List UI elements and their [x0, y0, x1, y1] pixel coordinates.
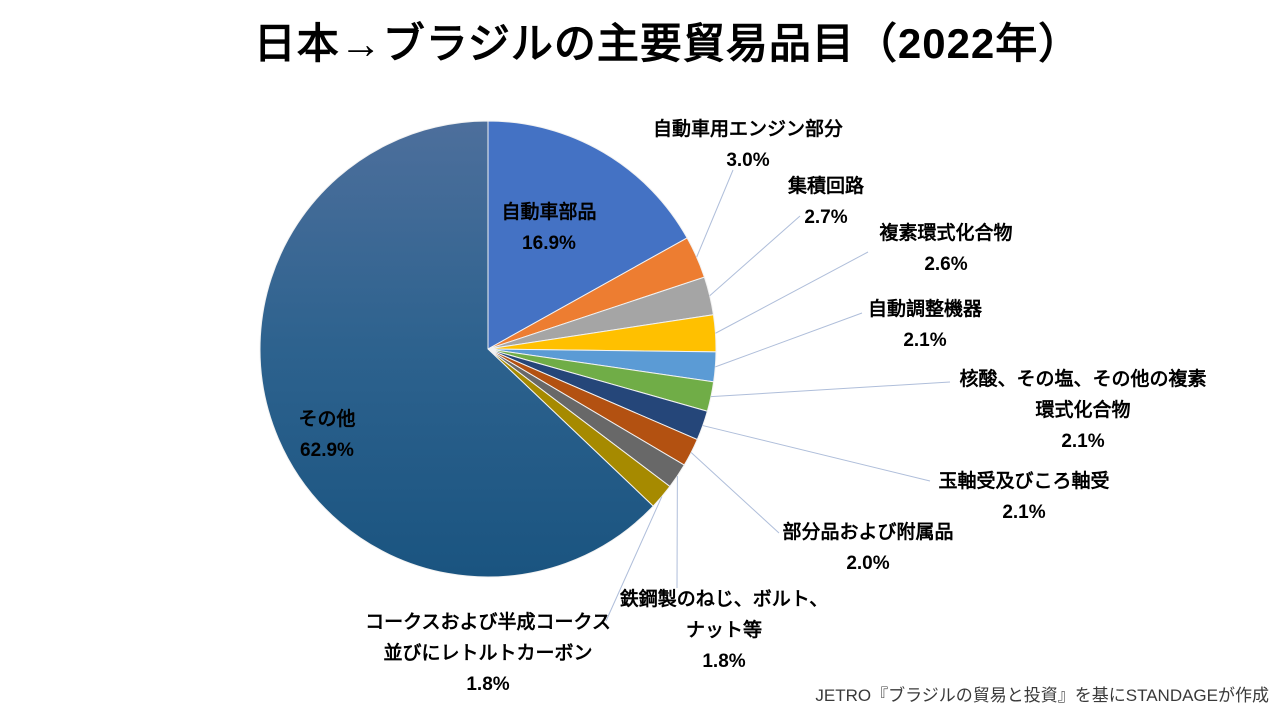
source-note: JETRO『ブラジルの貿易と投資』を基にSTANDAGEが作成	[815, 686, 1269, 705]
leader-line-4	[715, 251, 869, 334]
leader-line-2	[696, 169, 734, 258]
leader-line-3	[709, 215, 801, 297]
leader-line-5	[715, 312, 863, 368]
leader-line-6	[710, 381, 951, 398]
leader-line-8	[690, 452, 780, 534]
pie-slice-1	[487, 120, 688, 350]
pie-slice-11	[259, 120, 654, 578]
chart-title: 日本→ブラジルの主要貿易品目（2022年）	[253, 20, 1082, 67]
leader-line-10	[605, 496, 663, 622]
leader-line-7	[702, 425, 931, 482]
